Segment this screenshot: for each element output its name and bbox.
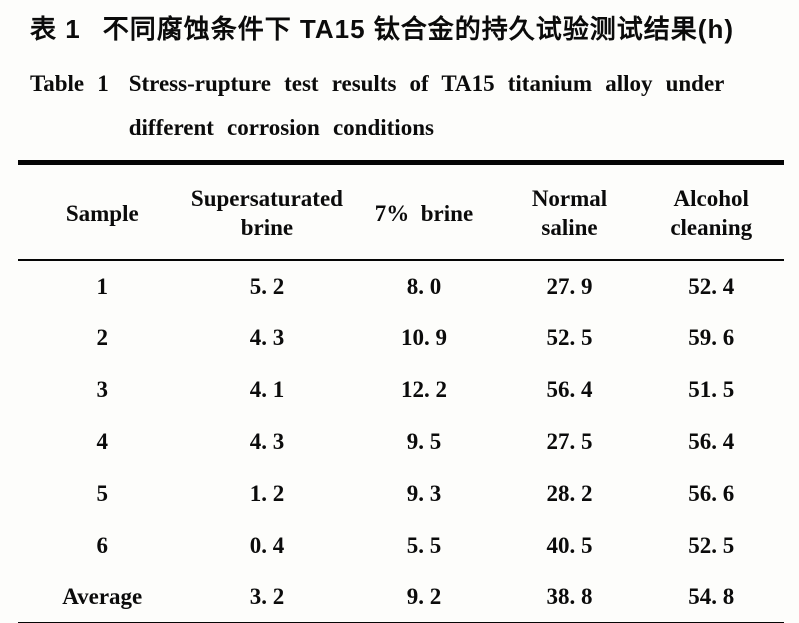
value-cell: 52. 4: [688, 273, 735, 299]
table-caption-zh-label: 表 1: [30, 14, 81, 44]
average-label-cell: Average: [62, 583, 143, 609]
value-cell: 28. 2: [546, 481, 593, 506]
column-header-7pct-brine: 7% brine: [374, 200, 474, 226]
table-row: 4 4. 3 9. 5 27. 5 56. 4: [18, 416, 784, 468]
value-cell: 54. 8: [688, 583, 735, 609]
table-row: 2 4. 3 10. 9 52. 5 59. 6: [18, 312, 784, 364]
value-cell: 10. 9: [400, 325, 447, 350]
results-table-header: Sample Supersaturated brine 7% brine Nor…: [18, 163, 784, 260]
table-caption-zh-text: 不同腐蚀条件下 TA15 钛合金的持久试验测试结果(h): [102, 14, 734, 44]
results-table: Sample Supersaturated brine 7% brine Nor…: [18, 160, 784, 623]
sample-cell: 1: [96, 273, 109, 299]
column-header-alcohol-cleaning: Alcohol cleaning: [670, 186, 753, 240]
value-cell: 52. 5: [688, 533, 735, 558]
value-cell: 9. 3: [406, 481, 442, 506]
value-cell: 9. 2: [406, 583, 442, 609]
table-caption-zh: 表 1 不同腐蚀条件下 TA15 钛合金的持久试验测试结果(h): [0, 0, 799, 46]
table-row: 3 4. 1 12. 2 56. 4 51. 5: [18, 364, 784, 416]
value-cell: 56. 4: [688, 429, 735, 454]
table-caption-en-text: Stress-rupture test results of TA15 tita…: [128, 71, 724, 140]
value-cell: 3. 2: [249, 583, 285, 609]
column-header-supersaturated-brine: Supersaturated brine: [190, 186, 343, 240]
table-caption-en: Table 1 Stress-rupture test results of T…: [0, 46, 799, 150]
sample-cell: 5: [96, 481, 109, 506]
value-cell: 5. 2: [249, 273, 285, 299]
table-caption-en-label: Table 1: [30, 71, 109, 96]
table-row: 1 5. 2 8. 0 27. 9 52. 4: [18, 260, 784, 312]
value-cell: 4. 3: [249, 325, 285, 350]
value-cell: 1. 2: [249, 481, 285, 506]
column-header-sample: Sample: [65, 200, 139, 226]
sample-cell: 6: [96, 533, 109, 558]
table-row-average: Average 3. 2 9. 2 38. 8 54. 8: [18, 572, 784, 623]
value-cell: 38. 8: [546, 583, 593, 609]
value-cell: 52. 5: [546, 325, 593, 350]
header-row: Sample Supersaturated brine 7% brine Nor…: [18, 163, 784, 260]
value-cell: 27. 5: [546, 429, 593, 454]
value-cell: 56. 4: [546, 377, 593, 402]
value-cell: 59. 6: [688, 325, 735, 350]
table-row: 6 0. 4 5. 5 40. 5 52. 5: [18, 520, 784, 572]
value-cell: 40. 5: [546, 533, 593, 558]
table-row: 5 1. 2 9. 3 28. 2 56. 6: [18, 468, 784, 520]
sample-cell: 4: [96, 429, 109, 454]
value-cell: 0. 4: [249, 533, 285, 558]
sample-cell: 3: [96, 377, 109, 402]
value-cell: 12. 2: [400, 377, 447, 402]
value-cell: 4. 1: [249, 377, 285, 402]
value-cell: 8. 0: [406, 273, 442, 299]
value-cell: 51. 5: [688, 377, 735, 402]
value-cell: 27. 9: [546, 273, 593, 299]
sample-cell: 2: [96, 325, 109, 350]
value-cell: 56. 6: [688, 481, 735, 506]
value-cell: 9. 5: [406, 429, 442, 454]
value-cell: 4. 3: [249, 429, 285, 454]
value-cell: 5. 5: [406, 533, 442, 558]
results-table-body: 1 5. 2 8. 0 27. 9 52. 4 2 4. 3 10. 9 52.…: [18, 260, 784, 623]
column-header-normal-saline: Normal saline: [531, 186, 608, 240]
